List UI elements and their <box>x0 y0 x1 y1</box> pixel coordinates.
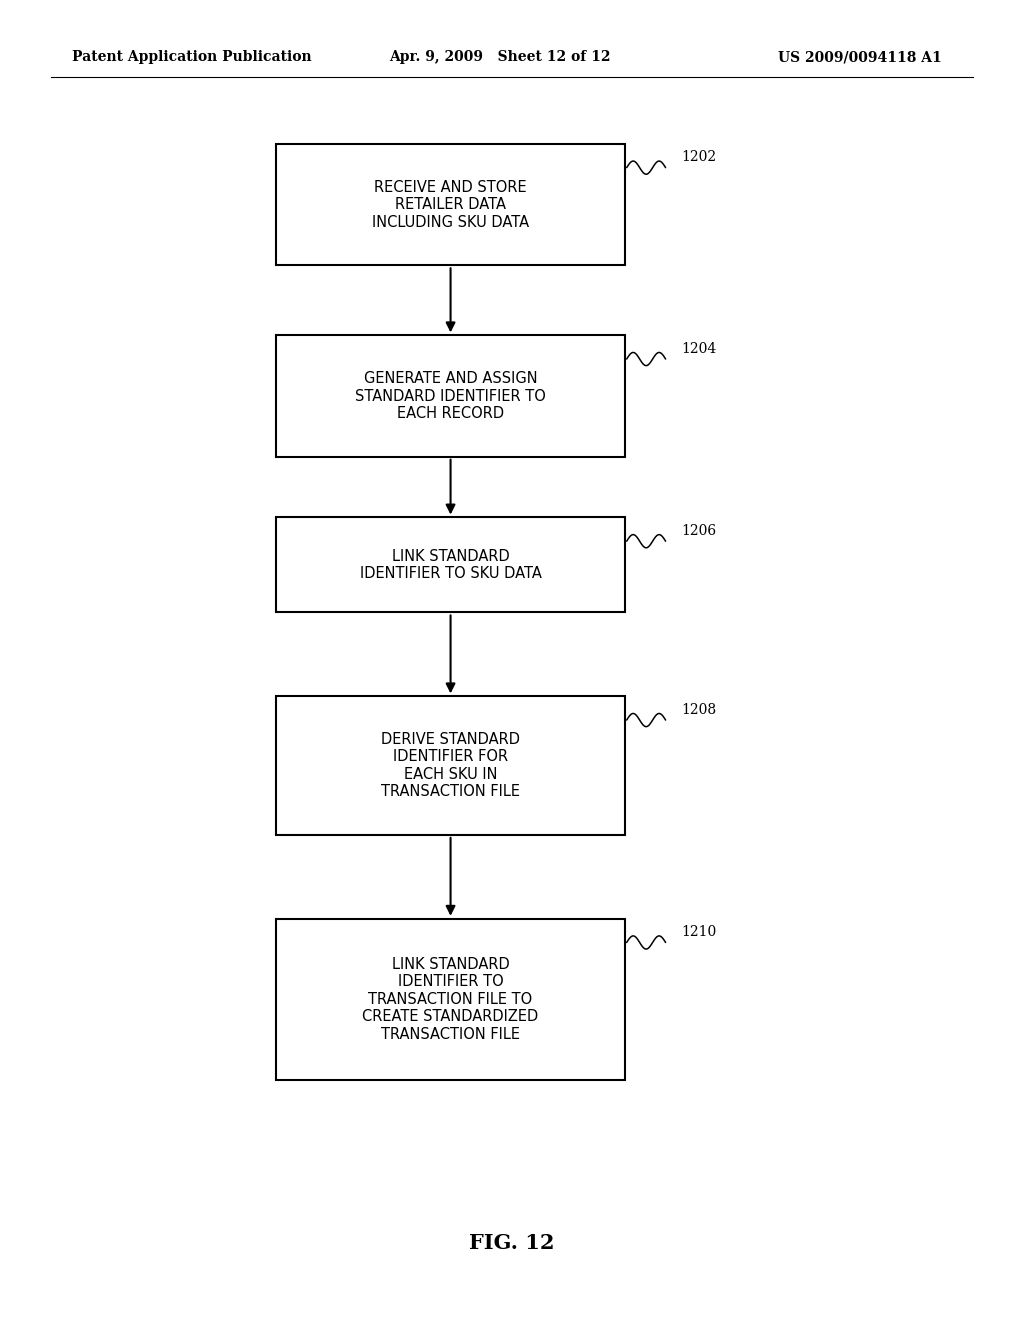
Text: 1202: 1202 <box>681 150 716 165</box>
Text: 1210: 1210 <box>681 925 716 940</box>
Bar <box>276 517 625 612</box>
Text: Apr. 9, 2009   Sheet 12 of 12: Apr. 9, 2009 Sheet 12 of 12 <box>389 50 610 65</box>
Text: GENERATE AND ASSIGN
STANDARD IDENTIFIER TO
EACH RECORD: GENERATE AND ASSIGN STANDARD IDENTIFIER … <box>355 371 546 421</box>
Bar <box>276 919 625 1080</box>
Text: LINK STANDARD
IDENTIFIER TO SKU DATA: LINK STANDARD IDENTIFIER TO SKU DATA <box>359 549 542 581</box>
Text: 1204: 1204 <box>681 342 716 356</box>
Text: 1206: 1206 <box>681 524 716 539</box>
Text: 1208: 1208 <box>681 704 716 717</box>
Bar <box>276 144 625 265</box>
Text: Patent Application Publication: Patent Application Publication <box>72 50 311 65</box>
Text: US 2009/0094118 A1: US 2009/0094118 A1 <box>778 50 942 65</box>
Text: LINK STANDARD
IDENTIFIER TO
TRANSACTION FILE TO
CREATE STANDARDIZED
TRANSACTION : LINK STANDARD IDENTIFIER TO TRANSACTION … <box>362 957 539 1041</box>
Text: DERIVE STANDARD
IDENTIFIER FOR
EACH SKU IN
TRANSACTION FILE: DERIVE STANDARD IDENTIFIER FOR EACH SKU … <box>381 733 520 799</box>
Bar <box>276 335 625 457</box>
Text: FIG. 12: FIG. 12 <box>469 1233 555 1254</box>
Bar <box>276 697 625 836</box>
Text: RECEIVE AND STORE
RETAILER DATA
INCLUDING SKU DATA: RECEIVE AND STORE RETAILER DATA INCLUDIN… <box>372 180 529 230</box>
